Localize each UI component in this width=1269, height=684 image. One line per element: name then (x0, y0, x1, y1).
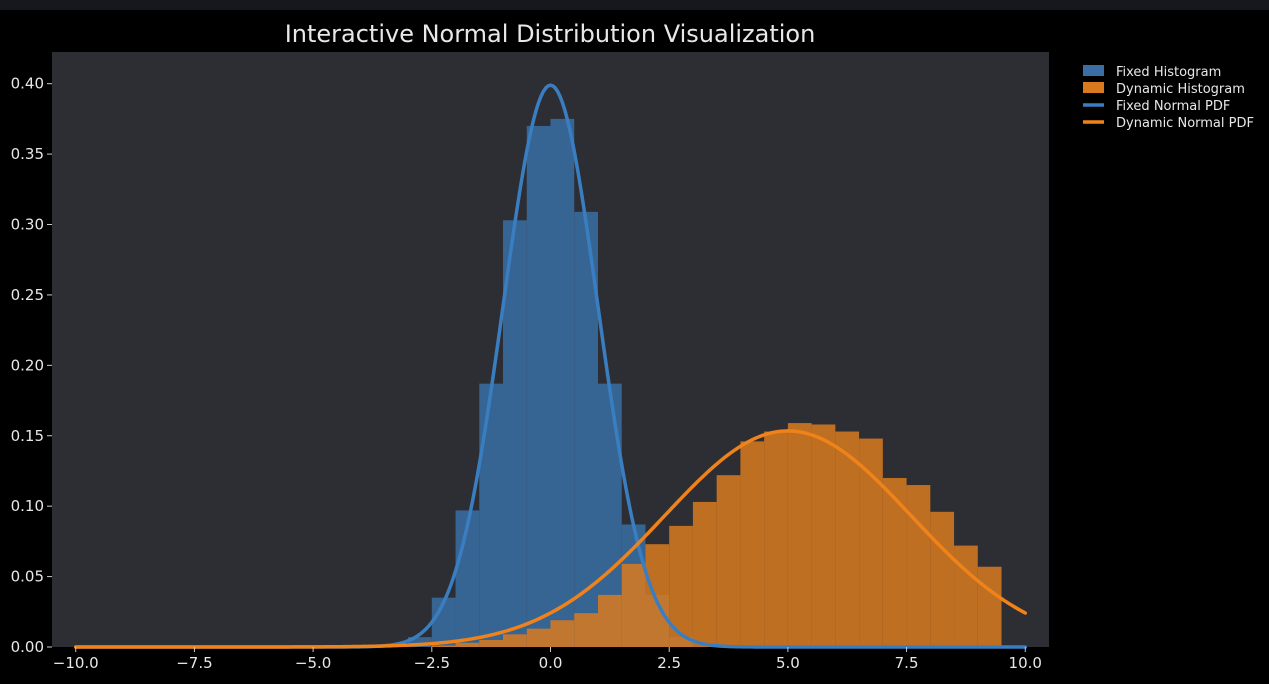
x-tick-label: 7.5 (895, 654, 919, 672)
y-tick-label: 0.10 (11, 497, 44, 515)
axes: −10.0 −7.5 −5.0 −2.5 0.0 2.5 5.0 7.5 10.0 0.00 0.0… (11, 75, 1042, 672)
x-tick-label: 0.0 (539, 654, 563, 672)
x-tick-label: −7.5 (176, 654, 212, 672)
legend: Fixed Histogram Dynamic Histogram Fixed No… (1083, 65, 1254, 131)
legend-label: Fixed Histogram (1116, 65, 1221, 80)
chart-title: Interactive Normal Distribution Visualiz… (285, 20, 816, 48)
y-tick-label: 0.15 (11, 427, 44, 445)
x-tick-label: −10.0 (53, 654, 99, 672)
pdf-curve-layer (73, 83, 1028, 649)
dynamic-histogram-bar (930, 511, 955, 647)
legend-swatch (1083, 65, 1104, 76)
dynamic-histogram-bar (669, 525, 693, 647)
dynamic-histogram-bar (811, 424, 836, 647)
legend-label: Dynamic Normal PDF (1116, 116, 1254, 131)
x-tick-label: 2.5 (657, 654, 681, 672)
fixed-histogram-bar (574, 211, 598, 647)
dynamic-histogram-bar (882, 478, 907, 647)
y-tick-label: 0.30 (11, 216, 44, 234)
y-tick-label: 0.00 (11, 638, 44, 656)
fixed-histogram-bar (526, 125, 551, 647)
legend-item-dynamic-histogram: Dynamic Histogram (1083, 82, 1245, 97)
histogram-layer (408, 118, 1002, 647)
y-tick-label: 0.25 (11, 286, 44, 304)
dynamic-histogram-bar (455, 642, 480, 647)
dynamic-histogram-bar (526, 628, 551, 647)
dynamic-histogram-bar (764, 431, 788, 647)
y-tick-label: 0.20 (11, 356, 44, 374)
y-tick-label: 0.05 (11, 568, 44, 586)
y-tick-label: 0.35 (11, 145, 44, 163)
dynamic-histogram-bar (835, 431, 860, 647)
dynamic-histogram-bar (977, 566, 1002, 647)
dynamic-histogram-bar (716, 475, 741, 647)
dynamic-normal-pdf-curve (73, 429, 1028, 649)
dynamic-histogram-bar (574, 613, 598, 647)
dynamic-histogram (431, 423, 1002, 647)
legend-swatch (1083, 82, 1104, 93)
dynamic-histogram-bar (621, 563, 646, 647)
legend-label: Fixed Normal PDF (1116, 99, 1230, 114)
legend-item-dynamic-normal-pdf: Dynamic Normal PDF (1083, 116, 1254, 131)
dynamic-histogram-bar (906, 485, 931, 647)
legend-label: Dynamic Histogram (1116, 82, 1245, 97)
dynamic-histogram-bar (740, 441, 765, 647)
fixed-histogram-bar (503, 220, 527, 647)
legend-item-fixed-normal-pdf: Fixed Normal PDF (1083, 99, 1230, 114)
y-tick-label: 0.40 (11, 75, 44, 93)
fixed-histogram-bar (479, 383, 504, 647)
x-tick-label: 5.0 (776, 654, 800, 672)
top-bar (0, 0, 1269, 10)
dynamic-histogram-bar (645, 544, 670, 647)
x-tick-label: −5.0 (295, 654, 331, 672)
x-tick-label: 10.0 (1009, 654, 1042, 672)
dynamic-histogram-bar (431, 645, 456, 647)
legend-item-fixed-histogram: Fixed Histogram (1083, 65, 1221, 80)
dynamic-histogram-bar (954, 545, 978, 647)
dynamic-histogram-bar (479, 639, 504, 647)
dynamic-histogram-bar (859, 438, 883, 647)
dynamic-histogram-bar (692, 501, 717, 647)
fixed-histogram-bar (408, 637, 432, 647)
dynamic-histogram-bar (787, 423, 812, 647)
dynamic-histogram-bar (597, 594, 622, 647)
dynamic-histogram-bar (503, 634, 527, 647)
fixed-histogram-bar (597, 383, 622, 647)
fixed-histogram-bar (550, 118, 575, 647)
x-tick-label: −2.5 (414, 654, 450, 672)
dynamic-histogram-bar (550, 620, 575, 647)
